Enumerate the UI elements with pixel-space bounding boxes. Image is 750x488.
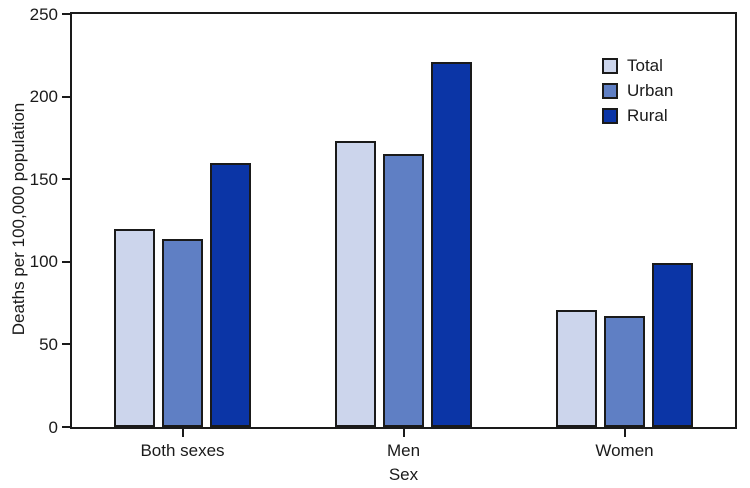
y-axis-tick bbox=[62, 260, 70, 263]
legend-label-rural: Rural bbox=[627, 106, 668, 125]
x-axis-tick-label: Women bbox=[595, 441, 654, 460]
legend-item-total: Total bbox=[602, 57, 673, 75]
legend-item-urban: Urban bbox=[602, 82, 673, 100]
x-axis-tick bbox=[402, 429, 405, 437]
legend-label-urban: Urban bbox=[627, 81, 674, 100]
x-axis-title: Sex bbox=[388, 465, 419, 484]
x-axis-tick bbox=[181, 429, 184, 437]
legend-item-rural: Rural bbox=[602, 107, 673, 125]
y-axis-tick-label: 0 bbox=[48, 417, 58, 437]
y-axis-tick bbox=[62, 343, 70, 346]
y-axis-tick bbox=[62, 426, 70, 428]
plot-area: Total Urban Rural bbox=[70, 12, 737, 429]
bar-women-total bbox=[556, 310, 597, 427]
bar-women-rural bbox=[652, 263, 693, 427]
y-axis-tick bbox=[62, 13, 70, 15]
x-axis-tick bbox=[623, 429, 626, 437]
x-axis-tick-label: Men bbox=[386, 441, 421, 460]
legend-swatch-total bbox=[602, 58, 618, 74]
bar-women-urban bbox=[604, 316, 645, 427]
bar-men-total bbox=[335, 141, 376, 427]
y-axis-tick-label: 250 bbox=[29, 4, 58, 24]
y-axis-tick-label: 100 bbox=[29, 252, 58, 272]
y-axis-tick-label: 50 bbox=[39, 334, 58, 354]
y-axis-tick-label: 150 bbox=[29, 169, 58, 189]
bar-both-sexes-total bbox=[114, 229, 155, 427]
y-axis-title: Deaths per 100,000 population bbox=[9, 102, 28, 336]
legend: Total Urban Rural bbox=[602, 57, 673, 132]
y-axis-tick bbox=[62, 178, 70, 181]
bar-men-rural bbox=[431, 62, 472, 427]
x-axis-tick-label: Both sexes bbox=[140, 441, 225, 460]
legend-swatch-urban bbox=[602, 83, 618, 99]
y-axis-tick-label: 200 bbox=[29, 87, 58, 107]
legend-label-total: Total bbox=[627, 56, 663, 75]
y-axis-tick bbox=[62, 95, 70, 98]
legend-swatch-rural bbox=[602, 108, 618, 124]
bar-both-sexes-rural bbox=[210, 163, 251, 427]
bar-men-urban bbox=[383, 154, 424, 427]
bar-both-sexes-urban bbox=[162, 239, 203, 427]
